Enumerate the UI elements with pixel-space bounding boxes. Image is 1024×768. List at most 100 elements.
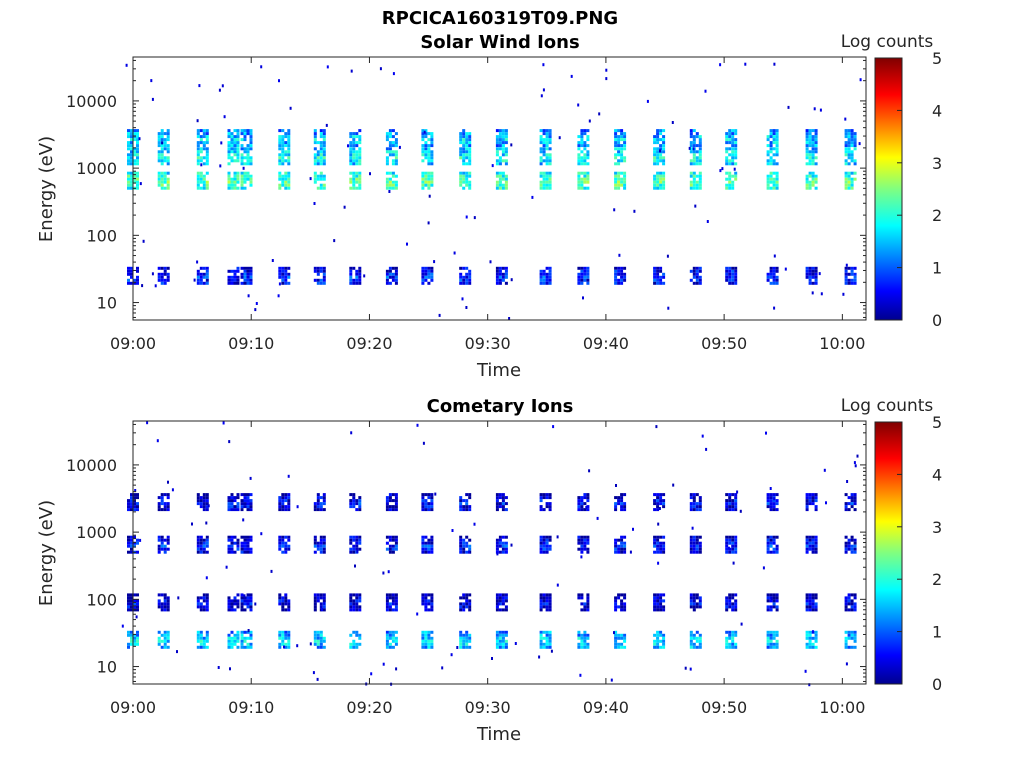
heatmap-cell (586, 272, 590, 276)
y-tick-label: 100 (86, 590, 117, 609)
heatmap-cell (424, 150, 428, 154)
heatmap-cell (352, 645, 356, 649)
heatmap-cell (287, 642, 291, 646)
heatmap-cell (205, 576, 208, 580)
heatmap-cell (734, 605, 738, 609)
heatmap-cell (662, 141, 666, 145)
heatmap-cell (163, 281, 167, 285)
heatmap-cell (731, 153, 735, 157)
heatmap-cell (501, 177, 505, 181)
heatmap-cell (127, 147, 130, 151)
heatmap-cell (769, 636, 773, 640)
heatmap-cell (233, 499, 237, 503)
heatmap-cell (198, 84, 201, 88)
heatmap-cell (772, 183, 776, 187)
heatmap-cell (656, 599, 660, 603)
heatmap-cell (814, 150, 818, 154)
heatmap-cell (698, 141, 702, 145)
heatmap-cell (850, 599, 854, 603)
heatmap-cell (656, 605, 660, 609)
heatmap-cell (586, 275, 590, 279)
heatmap-cell (421, 493, 425, 497)
heatmap-cell (316, 502, 320, 506)
heatmap-cell (542, 642, 546, 646)
heatmap-cell (196, 183, 200, 187)
x-tick-label: 10:00 (819, 698, 865, 717)
heatmap-cell (127, 129, 130, 133)
heatmap-cell (349, 505, 353, 509)
heatmap-cell (296, 644, 299, 648)
heatmap-cell (725, 502, 729, 506)
heatmap-cell (808, 683, 811, 687)
heatmap-cell (349, 135, 353, 139)
heatmap-cell (427, 645, 431, 649)
heatmap-cell (805, 129, 809, 133)
heatmap-cell (808, 538, 812, 542)
heatmap-cell (692, 180, 696, 184)
heatmap-cell (728, 538, 732, 542)
heatmap-cell (394, 493, 398, 497)
heatmap-cell (805, 177, 809, 181)
heatmap-cell (166, 541, 170, 545)
heatmap-cell (205, 266, 209, 270)
heatmap-cell (459, 502, 463, 506)
heatmap-cell (430, 502, 434, 506)
heatmap-cell (453, 251, 456, 255)
heatmap-cell (811, 281, 815, 285)
heatmap-cell (808, 153, 812, 157)
heatmap-cell (548, 281, 552, 285)
colorbar-tick-label: 4 (932, 101, 942, 120)
heatmap-cell (539, 639, 543, 643)
colorbar-tick-label: 3 (932, 154, 942, 173)
heatmap-cell (227, 596, 231, 600)
heatmap-cell (542, 159, 546, 163)
heatmap-cell (695, 162, 699, 166)
heatmap-cell (421, 639, 425, 643)
heatmap-cell (850, 550, 854, 554)
heatmap-cell (243, 162, 247, 166)
heatmap-cell (465, 266, 469, 270)
heatmap-cell (808, 633, 812, 637)
heatmap-cell (725, 278, 729, 282)
heatmap-cell (847, 544, 851, 548)
heatmap-cell (284, 132, 288, 136)
heatmap-cell (808, 642, 812, 646)
heatmap-cell (166, 596, 170, 600)
heatmap-cell (504, 639, 508, 643)
heatmap-cell (614, 642, 618, 646)
heatmap-cell (468, 174, 472, 178)
heatmap-cell (127, 183, 130, 187)
heatmap-cell (623, 505, 627, 509)
heatmap-cell (542, 278, 546, 282)
heatmap-cell (734, 138, 738, 142)
heatmap-cell (130, 547, 133, 551)
heatmap-cell (388, 135, 392, 139)
heatmap-cell (617, 642, 621, 646)
heatmap-cell (260, 65, 263, 69)
heatmap-cell (281, 596, 285, 600)
heatmap-cell (579, 673, 582, 677)
heatmap-cell (388, 272, 392, 276)
heatmap-cell (221, 84, 224, 88)
heatmap-cell (539, 602, 543, 606)
heatmap-cell (243, 177, 247, 181)
heatmap-cell (548, 159, 552, 163)
heatmap-cell (814, 278, 818, 282)
heatmap-cell (319, 630, 323, 634)
heatmap-cell (322, 135, 326, 139)
heatmap-cell (154, 284, 157, 288)
heatmap-cell (692, 493, 696, 497)
heatmap-cell (462, 171, 466, 175)
heatmap-cell (240, 639, 244, 643)
heatmap-cell (236, 266, 240, 270)
heatmap-cell (498, 162, 502, 166)
heatmap-cell (163, 550, 167, 554)
heatmap-cell (199, 272, 203, 276)
heatmap-cell (127, 505, 130, 509)
heatmap-cell (545, 144, 549, 148)
heatmap-cell (249, 596, 253, 600)
heatmap-cell (580, 132, 584, 136)
heatmap-cell (545, 278, 549, 282)
heatmap-cell (394, 541, 398, 545)
heatmap-cell (427, 221, 430, 225)
